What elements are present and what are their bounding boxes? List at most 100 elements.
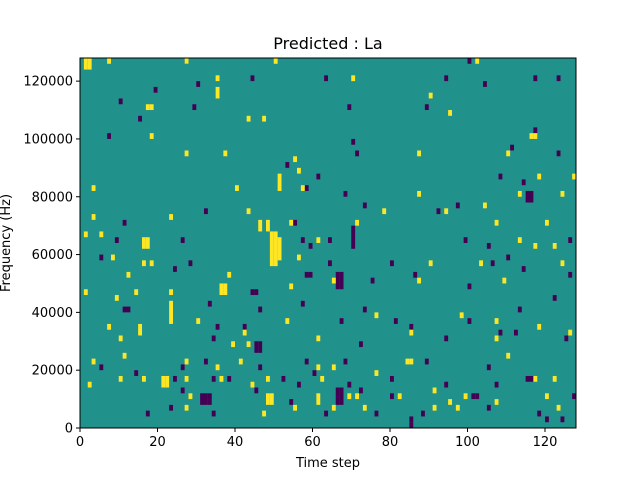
high-value-cell xyxy=(235,185,239,191)
low-value-cell xyxy=(390,393,394,400)
high-value-cell xyxy=(219,375,224,382)
low-value-cell xyxy=(483,81,487,87)
high-value-cell xyxy=(355,393,360,400)
high-value-cell xyxy=(517,237,522,243)
low-value-cell xyxy=(529,375,534,382)
high-value-cell xyxy=(417,190,422,197)
high-value-cell xyxy=(494,399,499,405)
high-value-cell xyxy=(83,231,88,238)
high-value-cell xyxy=(560,260,565,267)
plot-frame xyxy=(79,57,577,429)
high-value-cell xyxy=(215,364,220,371)
y-tick-label: 40000 xyxy=(32,306,73,321)
high-value-cell xyxy=(572,173,577,180)
high-value-cell xyxy=(169,289,174,296)
high-value-cell xyxy=(300,185,305,191)
high-value-cell xyxy=(316,335,321,342)
low-value-cell xyxy=(258,341,263,353)
low-value-cell xyxy=(409,323,414,330)
high-value-cell xyxy=(231,341,236,348)
low-value-cell xyxy=(285,162,290,168)
high-value-cell xyxy=(409,358,414,365)
low-value-cell xyxy=(258,306,263,313)
low-value-cell xyxy=(498,329,503,336)
high-value-cell xyxy=(382,208,387,215)
high-value-cell xyxy=(145,237,150,249)
low-value-cell xyxy=(281,375,286,382)
high-value-cell xyxy=(428,260,433,267)
low-value-cell xyxy=(486,364,491,371)
x-tick-label: 120 xyxy=(533,435,558,450)
low-value-cell xyxy=(324,410,329,417)
high-value-cell xyxy=(316,393,321,405)
high-value-cell xyxy=(428,92,433,99)
low-value-cell xyxy=(537,410,542,417)
high-value-cell xyxy=(118,335,123,342)
high-value-cell xyxy=(242,329,247,336)
low-value-cell xyxy=(126,306,131,313)
high-value-cell xyxy=(316,364,321,371)
chart-title: Predicted : La xyxy=(273,34,382,53)
high-value-cell xyxy=(494,219,499,226)
low-value-cell xyxy=(351,225,356,249)
high-value-cell xyxy=(409,329,414,336)
low-value-cell xyxy=(254,341,259,353)
low-value-cell xyxy=(99,254,104,261)
low-value-cell xyxy=(390,375,394,382)
low-value-cell xyxy=(521,179,526,186)
low-value-cell xyxy=(467,58,472,64)
high-value-cell xyxy=(277,237,282,261)
high-value-cell xyxy=(494,335,499,342)
low-value-cell xyxy=(99,364,104,371)
high-value-cell xyxy=(266,219,270,232)
low-value-cell xyxy=(486,404,491,411)
low-value-cell xyxy=(529,190,534,203)
low-value-cell xyxy=(436,208,441,215)
high-value-cell xyxy=(506,150,511,157)
x-tick-label: 40 xyxy=(227,435,244,450)
x-tick-label: 60 xyxy=(304,435,321,450)
high-value-cell xyxy=(448,110,453,116)
low-value-cell xyxy=(328,260,332,267)
low-value-cell xyxy=(335,387,340,405)
low-value-cell xyxy=(514,329,518,336)
high-value-cell xyxy=(227,271,232,278)
low-value-cell xyxy=(114,237,119,243)
low-value-cell xyxy=(455,202,460,209)
high-value-cell xyxy=(122,352,127,359)
y-tick-label: 0 xyxy=(65,422,73,437)
low-value-cell xyxy=(494,381,499,388)
high-value-cell xyxy=(87,58,92,70)
high-value-cell xyxy=(552,243,557,249)
low-value-cell xyxy=(409,422,414,428)
low-value-cell xyxy=(196,81,201,87)
high-value-cell xyxy=(149,260,154,267)
high-value-cell xyxy=(533,243,538,249)
low-value-cell xyxy=(242,323,247,330)
high-value-cell xyxy=(355,219,360,226)
high-value-cell xyxy=(215,86,220,99)
high-value-cell xyxy=(134,289,139,296)
high-value-cell xyxy=(184,375,189,382)
y-tick-label: 20000 xyxy=(32,364,73,379)
low-value-cell xyxy=(207,393,212,405)
low-value-cell xyxy=(351,138,356,145)
low-value-cell xyxy=(254,289,259,296)
high-value-cell xyxy=(533,133,538,139)
high-value-cell xyxy=(91,358,96,365)
high-value-cell xyxy=(517,190,522,197)
low-value-cell xyxy=(107,133,112,139)
high-value-cell xyxy=(184,58,189,64)
x-axis-ticks: 0 20 40 60 80 100 120 xyxy=(76,428,558,450)
high-value-cell xyxy=(277,173,282,191)
high-value-cell xyxy=(463,393,468,400)
low-value-cell xyxy=(343,190,348,197)
high-value-cell xyxy=(262,115,267,122)
high-value-cell xyxy=(262,410,267,417)
low-value-cell xyxy=(347,104,352,111)
high-value-cell xyxy=(374,312,379,319)
low-value-cell xyxy=(204,208,208,215)
low-value-cell xyxy=(118,98,123,105)
high-value-cell xyxy=(169,300,174,324)
low-value-cell xyxy=(339,271,344,290)
